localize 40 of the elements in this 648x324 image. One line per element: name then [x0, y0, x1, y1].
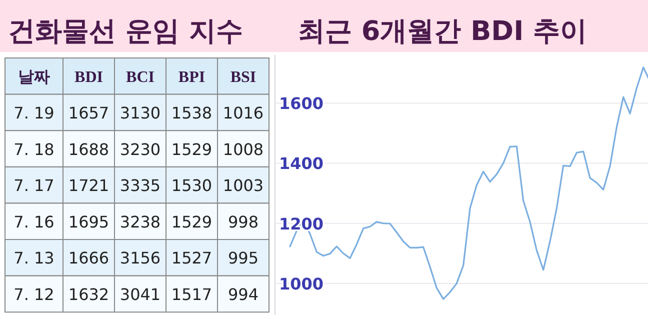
data-label: 3041 — [120, 284, 161, 304]
x-tick-label: BPI — [178, 69, 206, 86]
data-label: 1529 — [171, 140, 212, 159]
data-label: 995 — [228, 248, 259, 268]
y-tick-label: 7. 16 — [14, 212, 54, 232]
x-tick-label: BDI — [74, 69, 103, 86]
data-label: 3335 — [120, 176, 161, 196]
data-label: 1632 — [68, 284, 110, 304]
data-label: 3230 — [120, 140, 161, 159]
y-tick-label: 7. 19 — [14, 103, 54, 122]
y-tick-label: 7. 13 — [14, 248, 54, 268]
x-tick-label: BSI — [230, 69, 256, 86]
y-tick-label: 7. 12 — [14, 284, 54, 304]
data-label: 3238 — [120, 212, 161, 232]
y-tick-label: 7. 18 — [14, 140, 54, 159]
data-label: 1016 — [222, 103, 264, 122]
data-label: 1538 — [171, 103, 212, 122]
data-label: 1688 — [68, 140, 110, 159]
y-axis-title: 날짜 — [18, 67, 50, 86]
x-tick-label: BCI — [126, 69, 154, 86]
data-label: 1530 — [171, 176, 212, 196]
data-label: 1517 — [171, 284, 212, 304]
chart-title: 최근 6개월간 BDI 추이 — [298, 16, 588, 47]
data-label: 994 — [228, 284, 259, 304]
data-label: 1666 — [68, 248, 110, 268]
data-label: 1721 — [68, 176, 110, 196]
data-label: 1529 — [171, 212, 212, 232]
y-tick-label: 1400 — [279, 154, 324, 174]
data-label: 1527 — [171, 248, 212, 268]
data-label: 998 — [228, 212, 259, 232]
y-tick-label: 1000 — [279, 274, 324, 294]
data-label: 1695 — [68, 212, 110, 232]
data-label: 1003 — [222, 176, 264, 196]
y-tick-label: 7. 17 — [14, 176, 54, 196]
data-label: 1008 — [222, 140, 264, 159]
y-tick-label: 1600 — [279, 94, 324, 114]
data-label: 1657 — [68, 103, 110, 122]
data-label: 3130 — [120, 103, 161, 122]
data-label: 3156 — [120, 248, 161, 268]
chart-title: 건화물선 운임 지수 — [8, 16, 243, 47]
